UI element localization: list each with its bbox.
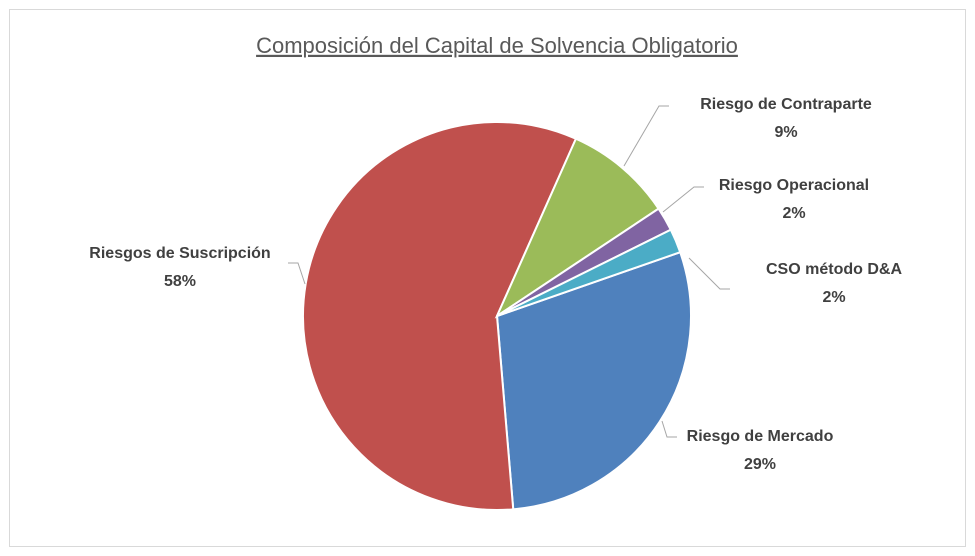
slice-value-label: 2% [782, 205, 805, 222]
slice-value-label: 9% [774, 124, 797, 141]
pie-slice [496, 228, 682, 317]
slice-label: Riesgo Operacional [719, 177, 869, 194]
slice-label: Riesgo de Mercado [687, 428, 834, 445]
pie-slice [494, 137, 660, 319]
slice-value-label: 2% [822, 289, 845, 306]
slice-label: Riesgo de Contraparte [700, 96, 872, 113]
leader-line [623, 105, 669, 167]
slice-label: CSO método D&A [766, 261, 902, 278]
leader-line [661, 420, 677, 438]
chart-title: Composición del Capital de Solvencia Obl… [256, 33, 738, 58]
slice-label: Riesgos de Suscripción [89, 245, 270, 262]
slice-value-label: 29% [744, 456, 776, 473]
pie-slice [495, 250, 692, 511]
leader-line [288, 262, 306, 285]
leader-line [688, 257, 730, 290]
leader-line [662, 186, 704, 213]
slice-value-label: 58% [164, 273, 196, 290]
pie-slice [302, 121, 578, 511]
